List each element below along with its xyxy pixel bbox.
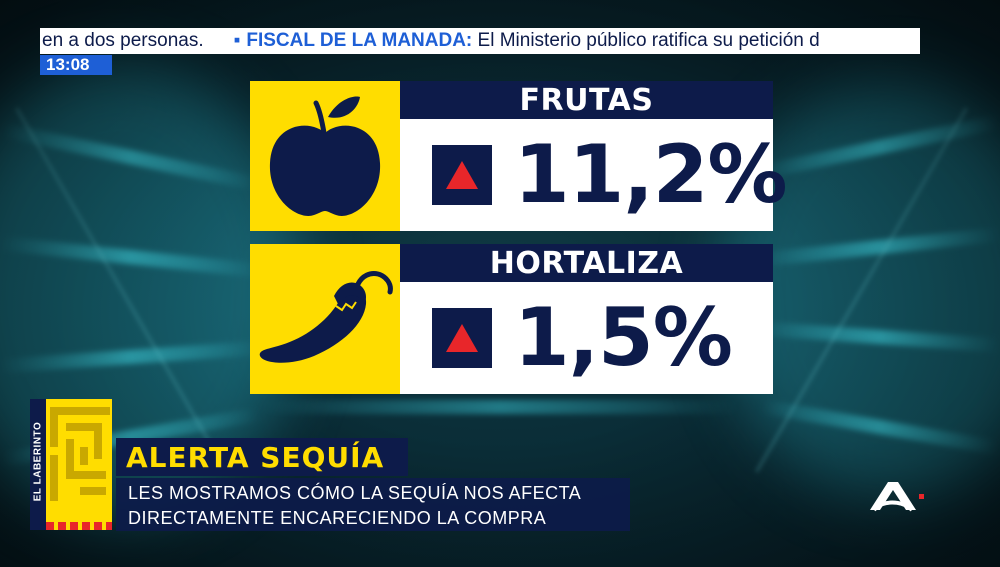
category-label: FRUTAS <box>400 81 773 119</box>
ticker-lead-text: en a dos personas. <box>42 30 204 51</box>
chili-pepper-icon <box>259 271 393 363</box>
percentage-value: 11,2% <box>514 128 788 221</box>
stat-card-frutas: FRUTAS 11,2% <box>250 81 788 231</box>
up-badge <box>432 308 492 368</box>
percentage-value: 1,5% <box>514 291 733 384</box>
show-name: EL LABERINTO <box>32 421 44 502</box>
value-box: 1,5% <box>400 282 773 394</box>
subtitle-line-2: DIRECTAMENTE ENCARECIENDO LA COMPRA <box>128 508 547 528</box>
up-triangle-icon <box>446 324 478 352</box>
antena3-logo-icon <box>870 482 924 512</box>
news-ticker: en a dos personas. ▪ FISCAL DE LA MANADA: … <box>40 28 920 54</box>
up-triangle-icon <box>446 161 478 189</box>
ticker-text: El Ministerio público ratifica su petici… <box>477 30 820 51</box>
alert-title: ALERTA SEQUÍA <box>116 438 408 476</box>
stat-card-hortaliza: HORTALIZA 1,5% <box>250 244 773 394</box>
maze-icon <box>50 407 110 501</box>
ticker-headline: FISCAL DE LA MANADA: <box>246 30 473 51</box>
show-logo: EL LABERINTO <box>30 399 112 530</box>
alert-subtitle: LES MOSTRAMOS CÓMO LA SEQUÍA NOS AFECTA … <box>116 478 630 531</box>
category-label: HORTALIZA <box>400 244 773 282</box>
apple-icon <box>269 96 381 216</box>
up-badge <box>432 145 492 205</box>
ticker-bullet: ▪ <box>233 30 241 51</box>
clock: 13:08 <box>40 55 112 75</box>
icon-box <box>250 81 400 231</box>
value-box: 11,2% <box>400 119 788 231</box>
icon-box <box>250 244 400 394</box>
subtitle-line-1: LES MOSTRAMOS CÓMO LA SEQUÍA NOS AFECTA <box>128 483 582 503</box>
